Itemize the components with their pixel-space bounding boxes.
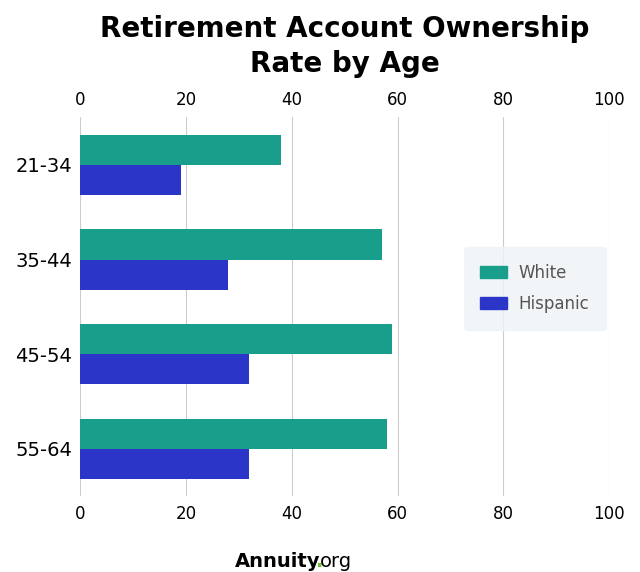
Bar: [80, 134, 281, 165]
Bar: [80, 260, 228, 290]
Legend: White, Hispanic: White, Hispanic: [464, 247, 606, 329]
Text: org: org: [320, 552, 352, 571]
Bar: [80, 229, 381, 260]
Bar: [80, 354, 250, 384]
Bar: [80, 324, 392, 354]
Bar: [80, 165, 180, 195]
Text: Annuity: Annuity: [234, 552, 320, 571]
Title: Retirement Account Ownership
Rate by Age: Retirement Account Ownership Rate by Age: [100, 15, 589, 78]
Bar: [80, 449, 250, 479]
Bar: [80, 419, 387, 449]
Text: .: .: [316, 552, 324, 571]
